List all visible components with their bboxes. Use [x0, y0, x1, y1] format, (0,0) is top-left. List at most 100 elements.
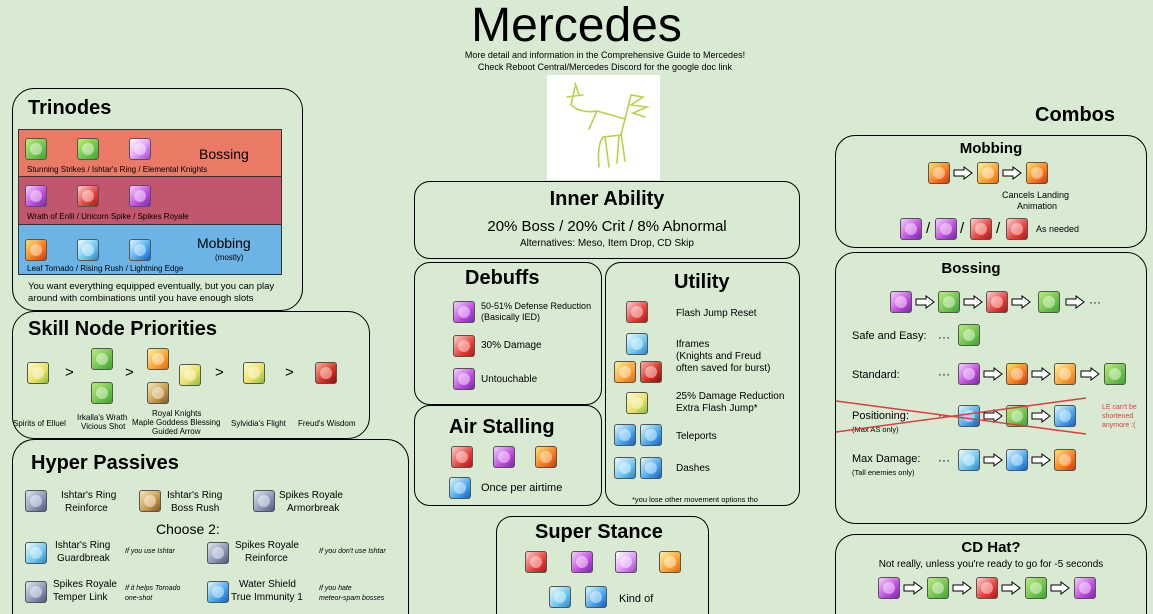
untouchable-icon — [453, 368, 475, 390]
mob-note-2: Animation — [1017, 201, 1058, 211]
vicious-shot-label: Vicious Shot — [81, 422, 126, 431]
boss-unicorn-spike-icon — [986, 291, 1008, 313]
boss-stunning-strikes-icon — [938, 291, 960, 313]
combos-title: Combos — [1035, 104, 1115, 126]
stance-royal-knights-icon — [659, 551, 681, 573]
inner-ability-main: 20% Boss / 20% Crit / 8% Abnormal — [487, 218, 727, 235]
maple-goddess-blessing-icon — [179, 364, 201, 386]
combo-bossing-panel: Bossing ··· Safe and Easy: ··· Standard:… — [835, 252, 1147, 524]
mob-arrow-2 — [1002, 166, 1022, 180]
air-stalling-panel: Air Stalling Once per airtime — [414, 405, 602, 506]
combo-mobbing-panel: Mobbing Cancels Landing Animation / / / … — [835, 135, 1147, 248]
sylvidias-flight-icon — [243, 362, 265, 384]
hp-temper-link-1: Spikes Royale — [53, 579, 117, 590]
spikes-royale-armorbreak-icon — [253, 490, 275, 512]
trinode-bossing-skills: Stunning Strikes / Ishtar's Ring / Eleme… — [27, 165, 208, 174]
hp-ishtar-reinforce-2: Reinforce — [65, 503, 108, 514]
mob-as-needed: As needed — [1036, 224, 1080, 234]
mob-wrath-icon — [900, 218, 922, 240]
header-subtitle-guide: More detail and information in the Compr… — [464, 50, 746, 60]
le-note-3: anymore :( — [1102, 422, 1136, 429]
maple-goddess-blessing-label: Maple Goddess Blessing — [132, 418, 221, 427]
mob-flash-jump-icon — [1006, 218, 1028, 240]
pos-arrow-1 — [983, 409, 1003, 423]
trinode-mobbing-sub: (mostly) — [215, 253, 244, 262]
rising-rush-icon — [77, 239, 99, 261]
std-spikes-royale-icon — [958, 363, 980, 385]
hyper-passives-title: Hyper Passives — [31, 452, 179, 474]
stance-lightning-edge-icon — [585, 586, 607, 608]
mob-note-1: Cancels Landing — [1002, 190, 1070, 200]
damage-debuff-icon — [453, 335, 475, 357]
super-stance-note: Kind of — [619, 593, 654, 605]
ishtars-ring-icon — [77, 138, 99, 160]
cd-hat-panel: CD Hat? Not really, unless you're ready … — [835, 534, 1147, 614]
inner-ability-title: Inner Ability — [549, 188, 665, 210]
cd-arrow-3 — [1001, 581, 1021, 595]
boss-positioning-sub: (Max AS only) — [852, 425, 899, 434]
mob-arrow-1 — [953, 166, 973, 180]
mob-unicorn-spike-icon — [970, 218, 992, 240]
mob-slash-2: / — [960, 220, 965, 237]
freud-iframe-icon — [640, 361, 662, 383]
irkallas-wrath-label: Irkalla's Wrath — [77, 413, 128, 422]
teleport-icon-2 — [640, 424, 662, 446]
hp-ishtar-bossrush-1: Ishtar's Ring — [167, 490, 223, 501]
hp-water-shield-note-2: meteor-spam bosses — [319, 595, 385, 602]
elemental-knights-icon — [129, 138, 151, 160]
boss-open-arrow-1 — [915, 295, 935, 309]
trinodes-panel: Trinodes Bossing Stunning Strikes / Isht… — [12, 88, 303, 311]
air-stalling-title: Air Stalling — [449, 416, 555, 438]
ishtars-ring-guardbreak-icon — [25, 542, 47, 564]
inner-ability-alternatives: Alternatives: Meso, Item Drop, CD Skip — [520, 238, 694, 249]
cd-arrow-4 — [1050, 581, 1070, 595]
cd-stunning-strikes-icon-2 — [1025, 577, 1047, 599]
boss-maxdmg-label: Max Damage: — [852, 453, 921, 465]
priority-gt-3: > — [215, 364, 224, 381]
damage-reduction-icon — [626, 392, 648, 414]
combo-mobbing-title: Mobbing — [959, 140, 1023, 157]
le-note-1: LE can't be — [1102, 404, 1137, 411]
debuffs-panel: Debuffs 50-51% Defense Reduction (Basica… — [414, 262, 602, 405]
boss-safe-label: Safe and Easy: — [852, 330, 927, 342]
utility-flash-jump-reset: Flash Jump Reset — [676, 308, 757, 319]
header-subtitle-discord: Check Reboot Central/Mercedes Discord fo… — [477, 62, 733, 72]
utility-panel: Utility Flash Jump Reset Iframes (Knight… — [605, 262, 800, 506]
utility-iframes-note-2: often saved for burst) — [676, 363, 771, 374]
mob-royal-knights-icon — [977, 162, 999, 184]
hp-spikes-armorbreak-1: Spikes Royale — [279, 490, 343, 501]
hp-temper-link-2: Temper Link — [53, 592, 108, 603]
std-stunning-strikes-icon — [1104, 363, 1126, 385]
std-arrow-2 — [1031, 367, 1051, 381]
debuff-damage: 30% Damage — [481, 340, 542, 351]
cd-wrath-icon — [878, 577, 900, 599]
max-leaf-tornado-icon — [1054, 449, 1076, 471]
trinodes-note-1: You want everything equipped eventually,… — [28, 281, 275, 292]
boss-open-arrow-3 — [1011, 295, 1031, 309]
super-stance-panel: Super Stance Kind of — [496, 516, 709, 614]
skill-node-priorities-panel: Skill Node Priorities > > > > Spirits of… — [12, 311, 370, 439]
stance-rising-rush-icon — [549, 586, 571, 608]
royal-knights-icon — [147, 348, 169, 370]
std-arrow-1 — [983, 367, 1003, 381]
trinode-bossing-label: Bossing — [199, 146, 249, 162]
super-stance-title: Super Stance — [535, 521, 663, 543]
air-stall-unicorn-spike-icon — [451, 446, 473, 468]
dash-icon-2 — [640, 457, 662, 479]
unicorn-spike-icon — [77, 185, 99, 207]
pos-stunning-strikes-icon — [1006, 405, 1028, 427]
debuff-untouchable: Untouchable — [481, 374, 538, 385]
cd-unicorn-spike-icon — [976, 577, 998, 599]
stance-spikes-royale-icon — [571, 551, 593, 573]
ishtars-ring-reinforce-icon — [25, 490, 47, 512]
hp-guardbreak-note: If you use Ishtar — [125, 548, 175, 555]
water-shield-icon — [207, 581, 229, 603]
cd-hat-note: Not really, unless you're ready to go fo… — [878, 559, 1104, 570]
page-title: Mercedes — [471, 0, 682, 52]
trinodes-note-2: around with combinations until you have … — [28, 293, 254, 304]
vicious-shot-icon — [91, 382, 113, 404]
boss-maxdmg-ellipsis: ··· — [938, 453, 950, 467]
boss-wrath-icon — [890, 291, 912, 313]
utility-iframes-note-1: (Knights and Freud — [676, 351, 762, 362]
hp-water-shield-1: Water Shield — [239, 579, 296, 590]
